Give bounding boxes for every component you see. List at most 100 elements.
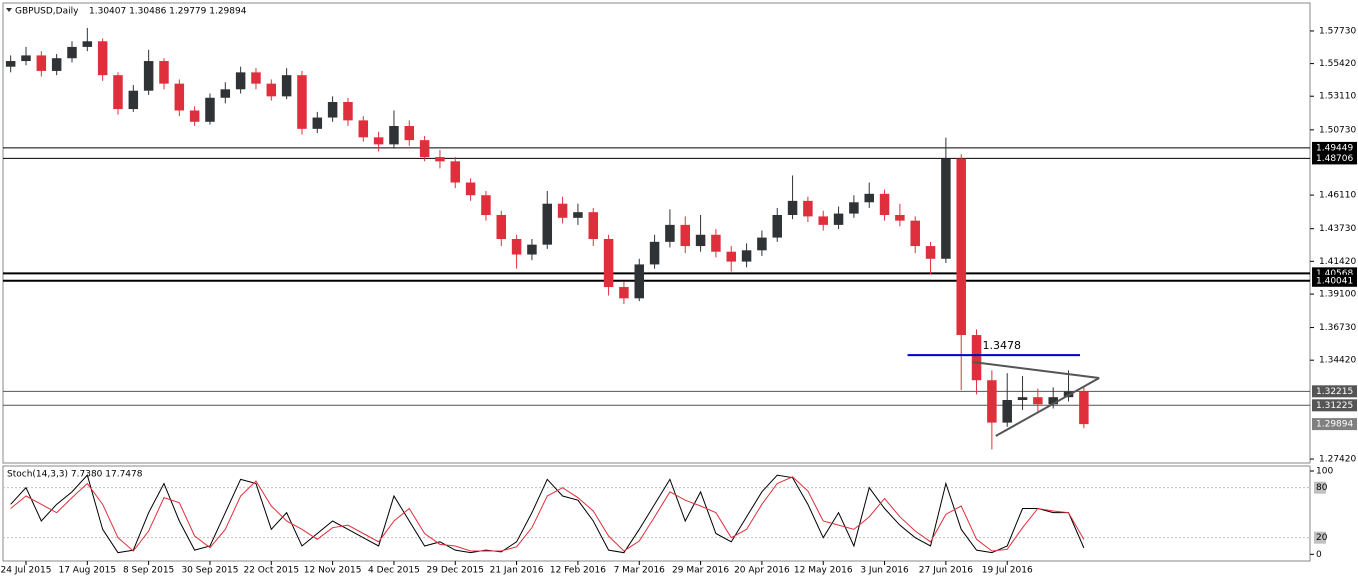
candle-body — [772, 214, 782, 238]
candle-body — [128, 90, 139, 110]
candle-body — [67, 46, 77, 59]
indicator-line — [10, 476, 1085, 552]
x-tick-label: 12 Feb 2016 — [550, 566, 606, 576]
candle-body — [358, 120, 369, 138]
candle-body — [941, 158, 951, 259]
level-label: 1.48706 — [1316, 154, 1353, 164]
y-tick-label: 0 — [1316, 550, 1322, 560]
candle-body — [895, 214, 905, 221]
x-tick-label: 22 Oct 2015 — [243, 566, 299, 576]
candle-body — [36, 55, 47, 71]
candle-body — [726, 251, 736, 262]
candle-body — [82, 41, 93, 47]
candle-body — [251, 72, 261, 84]
candle-body — [573, 212, 583, 218]
level-label-box — [1312, 274, 1357, 287]
candle-body — [680, 224, 690, 247]
y-tick-label: 1.41420 — [1319, 257, 1356, 267]
candle-body — [1017, 397, 1028, 401]
y-tick-label: 1.34420 — [1319, 356, 1356, 366]
candle-body — [787, 200, 798, 215]
candle-body — [741, 250, 752, 262]
candle-body — [5, 61, 16, 67]
x-tick-label: 29 Dec 2015 — [427, 566, 485, 576]
candle-body — [527, 244, 537, 255]
candle-body — [588, 212, 599, 240]
chart-title: GBPUSD,Daily — [15, 7, 79, 17]
candle-body — [327, 102, 338, 118]
indicator-line — [10, 474, 1085, 554]
x-tick-label: 29 Mar 2016 — [672, 566, 729, 576]
x-tick-label: 30 Sep 2015 — [181, 566, 238, 576]
y-tick-label: 20 — [1316, 533, 1328, 543]
y-tick-label: 1.50730 — [1319, 125, 1356, 135]
candle-body — [879, 193, 890, 215]
level-label: 1.40041 — [1316, 276, 1353, 286]
x-tick-label: 24 Jul 2015 — [1, 566, 52, 576]
candle-body — [419, 140, 430, 158]
candle-body — [511, 239, 522, 255]
y-tick-label: 1.53110 — [1319, 92, 1356, 102]
x-tick-label: 12 May 2016 — [794, 566, 853, 576]
x-tick-label: 8 Sep 2015 — [123, 566, 174, 576]
y-tick-label: 80 — [1316, 483, 1328, 493]
candle-body — [266, 83, 277, 97]
level-label: 1.49449 — [1316, 143, 1353, 153]
candle-body — [925, 246, 936, 259]
candle-body — [21, 55, 31, 62]
candle-body — [389, 126, 399, 145]
last-price-box — [1312, 418, 1357, 431]
candle-body — [956, 158, 966, 336]
indicator-title: Stoch(14,3,3) 7.7380 17.7478 — [7, 470, 143, 480]
candle-body — [281, 75, 292, 97]
candle-body — [496, 214, 507, 240]
candle-body — [910, 220, 920, 247]
annotation-label: 1.3478 — [983, 339, 1022, 352]
candle-body — [220, 89, 231, 98]
candle-body — [711, 234, 721, 252]
x-tick-label: 4 Dec 2015 — [368, 566, 420, 576]
x-tick-label: 27 Jun 2016 — [919, 566, 973, 576]
candle-body — [404, 126, 415, 141]
candle-body — [97, 41, 108, 76]
level-label-box — [1312, 385, 1357, 398]
candle-body — [450, 161, 461, 183]
x-tick-label: 17 Aug 2015 — [58, 566, 116, 576]
candle-body — [297, 75, 307, 129]
candle-body — [757, 237, 767, 251]
candle-body — [971, 335, 982, 381]
level-label: 1.40568 — [1316, 269, 1353, 279]
level-label: 1.32215 — [1316, 387, 1353, 397]
trend-line — [995, 377, 1100, 437]
candle-body — [174, 83, 185, 111]
indicator-panel — [2, 465, 1311, 562]
candle-body — [51, 58, 62, 71]
level-label-box — [1312, 152, 1357, 165]
y-tick-label: 1.46110 — [1319, 191, 1356, 201]
candle-body — [143, 61, 154, 91]
level-label-box — [1314, 531, 1326, 544]
y-tick-label: 100 — [1316, 467, 1333, 477]
level-label-box — [1312, 399, 1357, 412]
y-tick-label: 1.39100 — [1319, 290, 1356, 300]
candle-body — [665, 224, 675, 242]
candle-body — [603, 239, 614, 288]
x-tick-label: 21 Jan 2016 — [490, 566, 544, 576]
candle-body — [803, 200, 813, 217]
level-label-box — [1312, 141, 1357, 154]
candle-body — [481, 195, 491, 215]
candle-body — [987, 380, 997, 423]
candle-body — [557, 203, 568, 218]
y-tick-label: 1.43730 — [1319, 224, 1356, 234]
candle-body — [189, 110, 200, 122]
candle-body — [435, 157, 445, 162]
candle-body — [312, 117, 323, 129]
x-tick-label: 20 Apr 2016 — [734, 566, 790, 576]
x-tick-label: 7 Mar 2016 — [614, 566, 666, 576]
candle-body — [695, 234, 706, 247]
candle-body — [864, 193, 874, 203]
candle-body — [833, 213, 844, 225]
